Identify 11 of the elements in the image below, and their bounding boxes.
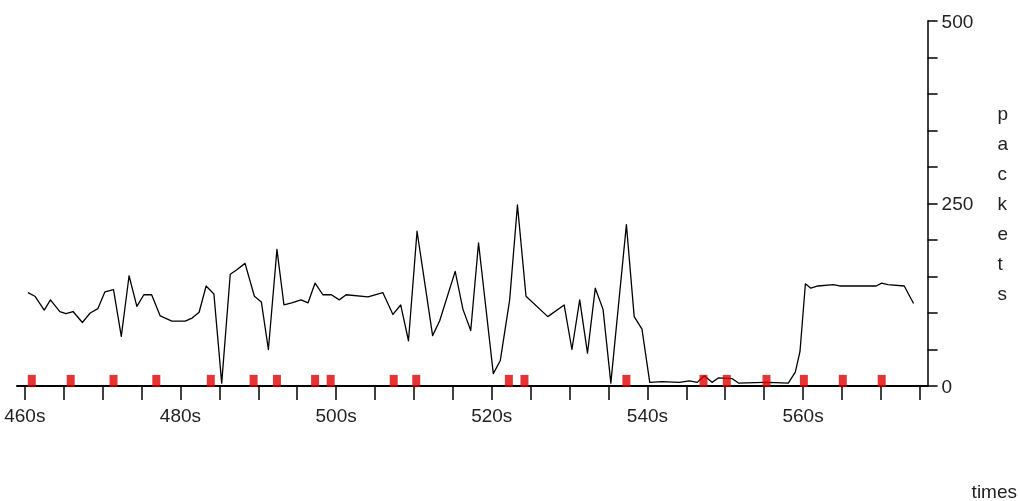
x-tick-label: 540s (626, 405, 669, 426)
x-tick-label: 480s (159, 405, 202, 426)
x-tick-label: 460s (4, 405, 46, 426)
y-tick-label: 250 (941, 193, 974, 214)
x-tick-label: 520s (471, 405, 513, 426)
y-axis-title: packets (997, 103, 1009, 304)
x-tick-label: 560s (782, 405, 824, 426)
x-axis-title: times (971, 481, 1018, 501)
y-tick-label: 500 (941, 10, 974, 32)
y-tick-label: 0 (941, 375, 953, 397)
x-tick-label: 500s (315, 405, 357, 426)
